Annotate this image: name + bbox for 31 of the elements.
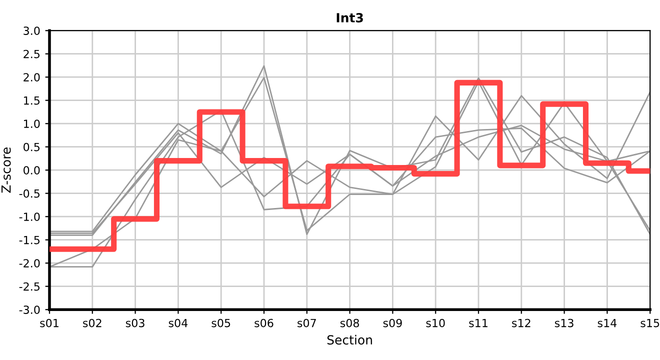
chart-title: Int3 [336, 12, 363, 22]
x-tick-label: s11 [469, 318, 488, 328]
x-axis-title: Section [327, 334, 372, 345]
y-tick-label: -2.0 [19, 259, 40, 268]
x-tick-label: s01 [40, 318, 58, 328]
x-tick-label: s06 [254, 318, 274, 328]
y-tick-label: 2.5 [24, 50, 40, 58]
x-tick-label: s14 [598, 318, 617, 328]
y-axis-title: Z-score [2, 148, 11, 193]
y-tick-label: -0.5 [19, 189, 40, 198]
y-tick-label: 0.5 [24, 142, 40, 152]
x-tick-label: s02 [83, 318, 102, 328]
x-tick-label: s10 [426, 318, 445, 328]
x-tick-label: s09 [383, 318, 402, 328]
y-tick-label: -1.0 [19, 212, 40, 221]
y-tick-label: 3.0 [24, 26, 40, 35]
x-tick-label: s12 [512, 318, 530, 328]
y-tick-label: 1.5 [24, 96, 40, 105]
x-tick-label: s15 [640, 318, 660, 328]
y-tick-label: 1.0 [24, 120, 40, 128]
y-tick-label: -2.5 [19, 282, 40, 291]
x-tick-label: s05 [212, 318, 230, 328]
y-tick-label: 2.0 [24, 73, 40, 82]
x-tick-label: s08 [340, 318, 360, 328]
y-tick-label: 0.0 [24, 166, 40, 174]
x-tick-label: s04 [168, 318, 188, 328]
x-tick-label: s13 [554, 318, 574, 328]
y-tick-label: -3.0 [19, 306, 40, 314]
x-tick-label: s03 [126, 318, 144, 328]
x-tick-label: s07 [298, 318, 316, 328]
y-tick-label: -1.5 [19, 236, 40, 244]
